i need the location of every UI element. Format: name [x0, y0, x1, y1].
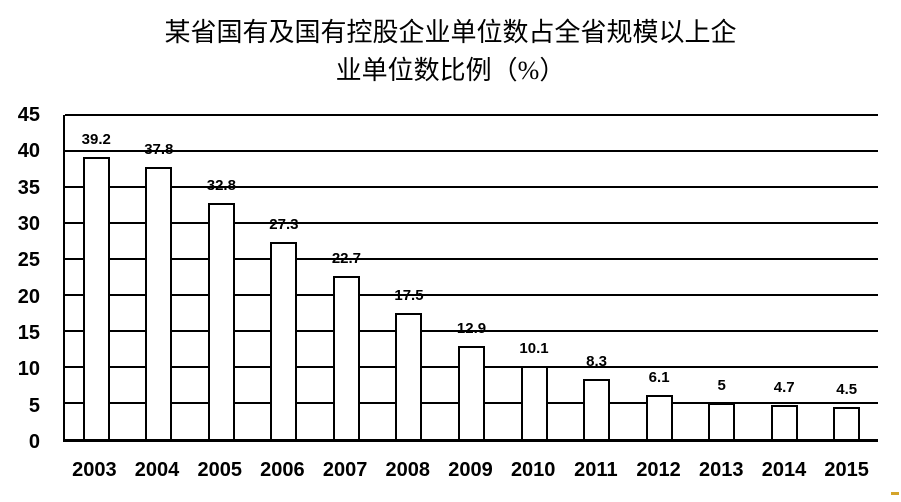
bar	[520, 366, 548, 439]
bar-value-label: 22.7	[331, 249, 362, 267]
chart-title-line2: 业单位数比例（%）	[335, 56, 566, 85]
bar-value-label: 27.3	[269, 216, 299, 234]
bar-value-label: 5	[717, 377, 726, 395]
bar-value-label: 8.3	[586, 353, 607, 371]
bar	[833, 406, 861, 439]
bar-value-label: 6.1	[648, 369, 670, 387]
bar-value-label: 4.5	[836, 380, 858, 398]
y-tick-label: 30	[17, 213, 40, 235]
x-tick-label: 2004	[134, 459, 180, 481]
chart-title-line1: 某省国有及国有控股企业单位数占全省规模以上企	[164, 18, 737, 47]
x-tick-label: 2005	[197, 459, 242, 481]
x-tick-label: 2009	[448, 459, 493, 481]
x-tick-label: 2012	[636, 459, 681, 481]
bar-value-label: 32.8	[206, 176, 236, 194]
bar-value-label: 37.8	[144, 140, 174, 158]
y-tick-label: 20	[17, 285, 40, 308]
chart-title: 某省国有及国有控股企业单位数占全省规模以上企 业单位数比例（%）	[0, 14, 901, 90]
x-tick-label: 2011	[574, 459, 618, 481]
x-tick-label: 2014	[761, 459, 807, 481]
y-tick-label: 25	[17, 249, 40, 272]
x-tick-label: 2015	[824, 459, 869, 481]
bar-value-label: 10.1	[519, 340, 549, 358]
bar	[395, 313, 423, 439]
gridline	[65, 330, 878, 333]
bar-value-label: 39.2	[81, 130, 111, 148]
bar	[708, 403, 736, 439]
x-tick-label: 2008	[385, 459, 431, 481]
bar-value-label: 4.7	[773, 379, 795, 397]
gridline	[65, 150, 878, 153]
x-tick-label: 2003	[72, 459, 117, 481]
x-tick-label: 2007	[322, 459, 368, 481]
bar	[645, 395, 673, 439]
bar	[458, 346, 485, 439]
gridline	[65, 114, 878, 116]
bar-value-label: 17.5	[394, 287, 424, 304]
gridline	[65, 258, 878, 260]
bar	[145, 166, 173, 439]
y-tick-label: 10	[17, 358, 40, 381]
y-tick-label: 5	[28, 394, 40, 417]
y-tick-label: 45	[17, 104, 40, 126]
y-tick-label: 15	[17, 322, 40, 344]
bar	[583, 379, 611, 439]
y-tick-label: 35	[17, 176, 40, 199]
gridline	[65, 222, 878, 225]
x-tick-label: 2010	[510, 459, 556, 481]
y-axis-tick-labels: 0 5 10 15 20 25 30 35 40 45	[0, 105, 40, 452]
bar	[82, 156, 110, 439]
x-tick-label: 2013	[699, 459, 744, 481]
plot-area: 39.2 37.8 32.8 27.3 22.7 17.5 12.9 10.1 8.3 6.1 5 4…	[63, 114, 878, 442]
gridline	[65, 294, 878, 297]
bar	[270, 242, 298, 439]
x-axis-tick-labels: 2003 2004 2005 2006 2007 2008 2009 2010 2011 2012…	[63, 458, 878, 488]
bar	[332, 275, 360, 439]
bar	[207, 202, 235, 439]
x-tick-label: 2006	[260, 459, 305, 481]
yellow-artifact-mark	[891, 492, 899, 495]
gridline	[65, 186, 878, 188]
bar	[770, 405, 798, 439]
bar-value-label: 12.9	[456, 320, 487, 338]
y-tick-label: 0	[28, 431, 40, 453]
y-tick-label: 40	[17, 140, 40, 163]
